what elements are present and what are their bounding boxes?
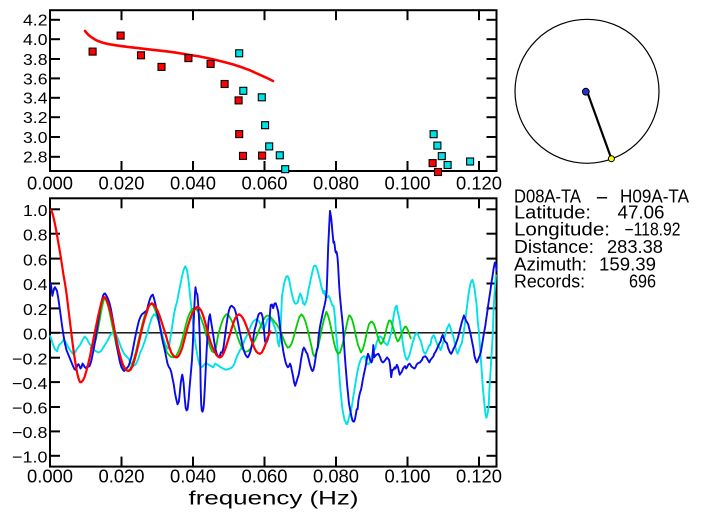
svg-text:−118.92: −118.92: [625, 220, 681, 240]
svg-text:4.0: 4.0: [23, 32, 48, 49]
svg-text:3.0: 3.0: [23, 130, 48, 147]
svg-text:0.8: 0.8: [23, 227, 48, 244]
svg-text:0.6: 0.6: [23, 252, 48, 269]
svg-text:0.040: 0.040: [170, 174, 216, 194]
svg-text:159.39: 159.39: [599, 254, 656, 274]
svg-text:−1.0: −1.0: [12, 450, 48, 467]
svg-text:Latitude:: Latitude:: [514, 202, 591, 222]
svg-text:0.120: 0.120: [456, 174, 502, 194]
svg-text:0.4: 0.4: [23, 277, 48, 294]
svg-text:−0.8: −0.8: [12, 425, 48, 442]
svg-text:47.06: 47.06: [618, 202, 665, 222]
svg-text:H09A-TA: H09A-TA: [620, 187, 689, 207]
svg-text:0.040: 0.040: [170, 466, 216, 486]
svg-text:0.060: 0.060: [242, 174, 288, 194]
svg-text:0.060: 0.060: [242, 466, 288, 486]
svg-text:4.2: 4.2: [23, 13, 48, 30]
svg-text:2.8: 2.8: [23, 150, 48, 167]
svg-text:Distance:: Distance:: [514, 237, 594, 257]
svg-text:Records:: Records:: [514, 272, 585, 292]
svg-text:0.000: 0.000: [27, 174, 73, 194]
svg-text:0.020: 0.020: [99, 466, 145, 486]
svg-text:Longitude:: Longitude:: [514, 220, 610, 240]
svg-text:696: 696: [629, 272, 656, 292]
svg-text:3.8: 3.8: [23, 52, 48, 69]
svg-text:0.120: 0.120: [456, 466, 502, 486]
svg-text:D08A-TA: D08A-TA: [514, 187, 581, 207]
svg-text:0.080: 0.080: [313, 174, 359, 194]
svg-text:−0.2: −0.2: [12, 351, 48, 368]
svg-text:0.100: 0.100: [385, 466, 431, 486]
svg-text:Azimuth:: Azimuth:: [514, 254, 587, 274]
svg-text:0.100: 0.100: [385, 174, 431, 194]
svg-text:−0.6: −0.6: [12, 401, 48, 418]
svg-text:-: -: [595, 187, 609, 207]
svg-text:0.2: 0.2: [23, 302, 48, 319]
svg-text:0.0: 0.0: [23, 327, 48, 344]
svg-text:frequency (Hz): frequency (Hz): [189, 488, 359, 510]
svg-text:−0.4: −0.4: [12, 376, 48, 393]
svg-text:283.38: 283.38: [607, 237, 663, 257]
svg-text:1.0: 1.0: [23, 203, 48, 220]
svg-text:0.000: 0.000: [27, 466, 73, 486]
svg-text:3.6: 3.6: [23, 71, 48, 88]
svg-text:3.4: 3.4: [23, 91, 48, 108]
svg-text:0.080: 0.080: [313, 466, 359, 486]
svg-text:3.2: 3.2: [23, 110, 48, 127]
svg-text:0.020: 0.020: [99, 174, 145, 194]
